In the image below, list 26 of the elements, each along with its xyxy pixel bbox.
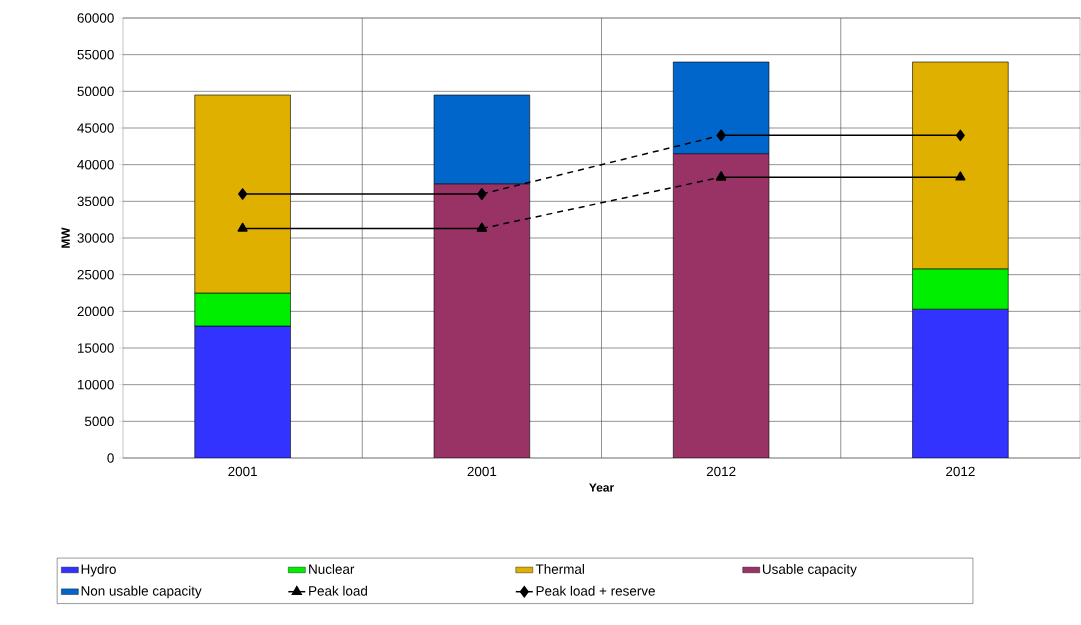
legend-label: Hydro [81,564,116,577]
y-tick-label: 45000 [77,123,114,133]
y-tick-label: 15000 [77,343,114,353]
y-tick-label: 55000 [77,49,114,60]
y-tick-label: 20000 [77,306,114,317]
x-tick-label: 2012 [706,466,736,477]
y-tick-label: 10000 [77,379,114,390]
y-tick-label: 30000 [77,233,114,243]
legend-label: Non usable capacity [81,585,202,599]
y-tick-label: 25000 [77,269,114,280]
y-tick-label: 40000 [77,159,114,170]
x-axis-title: Year [589,483,614,492]
y-axis-title: MW [61,227,70,248]
legend-label: Usable capacity [762,564,857,577]
y-tick-label: 0 [107,453,114,463]
y-tick-label: 50000 [77,86,114,97]
y-tick-label: 5000 [84,416,114,427]
legend-label: Nuclear [309,564,355,574]
x-tick-label: 2012 [946,466,975,477]
legend-label: Peak load + reserve [536,585,655,596]
legend-label: Thermal [535,564,584,574]
x-tick-label: 2001 [467,466,497,477]
legend-label: Peak load [309,585,367,596]
y-tick-label: 60000 [77,13,114,23]
y-tick-label: 35000 [77,196,114,207]
x-tick-label: 2001 [228,466,257,477]
